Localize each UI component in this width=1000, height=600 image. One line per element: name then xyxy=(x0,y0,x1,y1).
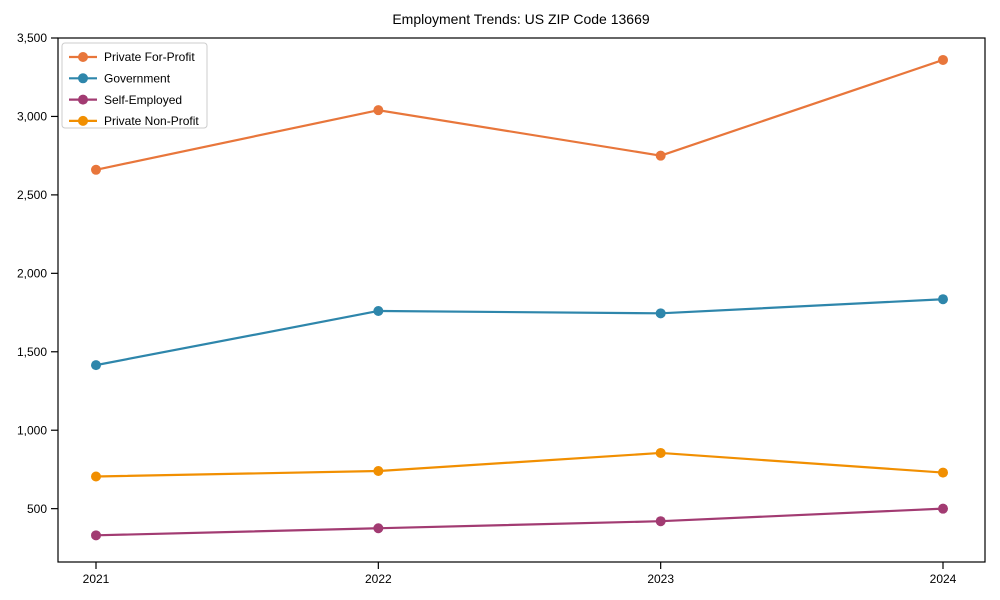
data-point-government-2024 xyxy=(938,294,948,305)
y-tick-label: 1,500 xyxy=(17,345,47,359)
y-tick-label: 2,000 xyxy=(17,267,47,281)
legend-item-private-non-profit: Private Non-Profit xyxy=(69,114,199,128)
data-point-private-for-profit-2023 xyxy=(655,150,666,161)
legend-marker-icon xyxy=(78,73,88,84)
legend-item-government: Government xyxy=(69,72,171,86)
plot-border xyxy=(57,37,986,563)
y-tick-label: 3,500 xyxy=(17,31,47,45)
x-tick-label: 2021 xyxy=(83,572,110,586)
legend-box xyxy=(61,42,208,129)
x-tick-label: 2022 xyxy=(365,572,392,586)
series-private-non-profit xyxy=(91,447,948,482)
y-tick-label: 2,500 xyxy=(17,188,47,202)
data-point-government-2023 xyxy=(655,308,666,319)
legend-marker-icon xyxy=(78,115,88,126)
series-private-for-profit xyxy=(91,54,948,175)
series-line-government xyxy=(94,298,945,367)
data-point-private-non-profit-2023 xyxy=(655,447,666,458)
legend-label: Government xyxy=(104,72,171,86)
x-tick-label: 2023 xyxy=(647,572,674,586)
legend-marker-icon xyxy=(78,94,88,105)
data-point-private-for-profit-2022 xyxy=(373,105,384,116)
data-point-private-non-profit-2024 xyxy=(938,467,948,478)
series-line-private-for-profit xyxy=(94,58,945,171)
legend-label: Private Non-Profit xyxy=(104,114,199,128)
data-point-self-employed-2023 xyxy=(655,516,666,527)
data-point-government-2021 xyxy=(91,360,101,371)
data-point-private-for-profit-2021 xyxy=(91,164,101,175)
y-tick-label: 1,000 xyxy=(17,423,47,437)
legend: Private For-Profit Government Self-Employe… xyxy=(61,42,208,129)
y-tick-label: 500 xyxy=(27,502,47,516)
legend-item-private-for-profit: Private For-Profit xyxy=(69,50,195,64)
series-line-private-non-profit xyxy=(94,451,945,478)
y-axis: 500 1,000 1,500 2,000 2,500 3,000 3,500 xyxy=(17,31,58,516)
chart-title: Employment Trends: US ZIP Code 13669 xyxy=(392,11,650,27)
data-point-self-employed-2021 xyxy=(91,530,101,541)
data-point-private-non-profit-2022 xyxy=(373,466,384,477)
legend-item-self-employed: Self-Employed xyxy=(69,93,182,107)
legend-label: Self-Employed xyxy=(104,93,182,107)
legend-label: Private For-Profit xyxy=(104,50,195,64)
data-point-self-employed-2024 xyxy=(938,503,948,514)
data-point-self-employed-2022 xyxy=(373,523,384,534)
series-self-employed xyxy=(91,503,948,541)
x-axis: 2021 2022 2023 2024 xyxy=(83,562,957,586)
data-point-private-for-profit-2024 xyxy=(938,54,948,65)
series-line-self-employed xyxy=(94,507,945,537)
data-point-private-non-profit-2021 xyxy=(91,471,101,482)
y-tick-label: 3,000 xyxy=(17,110,47,124)
data-point-government-2022 xyxy=(373,305,384,316)
series-government xyxy=(91,294,948,371)
x-tick-label: 2024 xyxy=(930,572,957,586)
legend-marker-icon xyxy=(78,52,88,62)
